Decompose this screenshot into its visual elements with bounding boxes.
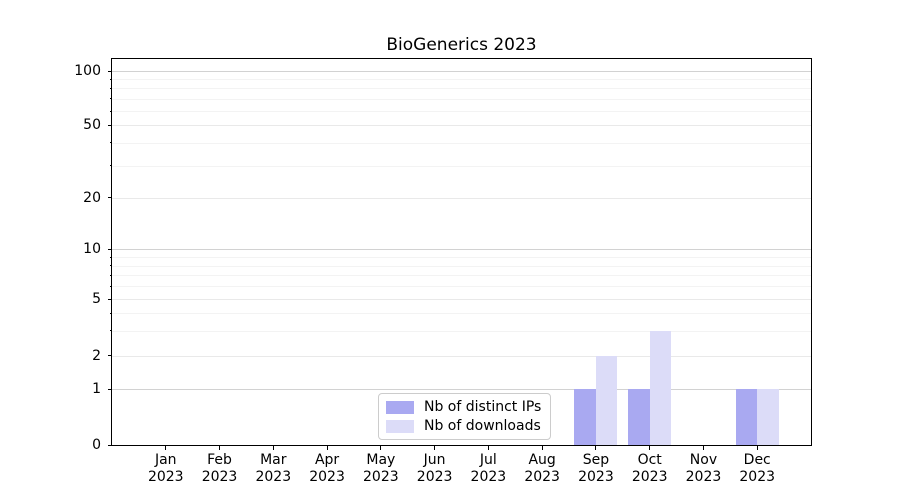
legend-entry-distinct-ips: Nb of distinct IPs	[386, 399, 541, 415]
y-tick-label-1: 1	[92, 381, 101, 398]
y-minor-tick-40	[109, 142, 112, 144]
gridline-y-8	[112, 265, 811, 267]
y-tick-label-50: 50	[83, 117, 101, 134]
y-tick-10	[108, 248, 112, 250]
bar-oct-distinct-ips	[628, 389, 650, 445]
chart-title: BioGenerics 2023	[386, 35, 537, 55]
bar-sep-distinct-ips	[574, 389, 596, 445]
gridline-y-100	[112, 71, 811, 72]
legend-swatch-icon	[386, 400, 414, 414]
gridline-y-3	[112, 330, 811, 332]
y-tick-label-5: 5	[92, 291, 101, 308]
x-tick-jul	[487, 446, 489, 450]
y-tick-label-10: 10	[83, 241, 101, 258]
y-tick-50	[108, 124, 112, 126]
bar-dec-downloads	[757, 389, 779, 445]
y-minor-tick-8	[109, 265, 112, 267]
y-tick-label-2: 2	[92, 347, 101, 364]
x-tick-label-jul: Jul 2023	[470, 452, 507, 485]
gridline-y-90	[112, 79, 811, 81]
y-minor-tick-3	[109, 330, 112, 332]
y-tick-100	[108, 70, 112, 72]
x-tick-mar	[272, 446, 274, 450]
gridline-y-9	[112, 257, 811, 259]
gridline-y-80	[112, 88, 811, 90]
x-tick-label-mar: Mar 2023	[255, 452, 292, 485]
x-tick-label-jan: Jan 2023	[147, 452, 184, 485]
legend-entry-downloads: Nb of downloads	[386, 418, 541, 434]
gridline-y-2	[112, 355, 811, 357]
y-minor-tick-7	[109, 274, 112, 276]
x-tick-oct	[649, 446, 651, 450]
legend-label: Nb of downloads	[424, 418, 541, 434]
y-minor-tick-60	[109, 110, 112, 112]
y-tick-5	[108, 298, 112, 300]
x-tick-label-dec: Dec 2023	[739, 452, 776, 485]
y-tick-0	[108, 444, 112, 446]
y-tick-label-100: 100	[74, 63, 101, 79]
y-tick-20	[108, 197, 112, 199]
y-minor-tick-80	[109, 87, 112, 89]
x-tick-feb	[219, 446, 221, 450]
x-tick-may	[380, 446, 382, 450]
y-minor-tick-90	[109, 78, 112, 80]
y-tick-2	[108, 355, 112, 357]
bar-sep-downloads	[595, 356, 618, 445]
y-tick-label-20: 20	[83, 189, 101, 206]
x-tick-aug	[541, 446, 543, 450]
x-tick-label-aug: Aug 2023	[524, 452, 560, 485]
y-minor-tick-9	[109, 256, 112, 258]
x-tick-label-feb: Feb 2023	[201, 452, 238, 485]
gridline-y-7	[112, 275, 811, 277]
gridline-y-60	[112, 111, 811, 113]
y-tick-label-0: 0	[92, 437, 101, 453]
x-tick-label-sep: Sep 2023	[578, 452, 614, 485]
x-tick-label-oct: Oct 2023	[631, 452, 668, 485]
gridline-y-4	[112, 313, 811, 315]
x-tick-label-may: May 2023	[363, 452, 399, 485]
gridline-y-30	[112, 165, 811, 167]
gridline-y-6	[112, 286, 811, 288]
y-minor-tick-4	[109, 312, 112, 314]
legend-label: Nb of distinct IPs	[424, 399, 542, 415]
x-tick-jun	[434, 446, 436, 450]
x-tick-nov	[702, 446, 704, 450]
gridline-y-40	[112, 142, 811, 144]
gridline-y-50	[112, 125, 811, 127]
gridline-y-20	[112, 197, 811, 199]
plot-area	[111, 58, 812, 446]
x-tick-apr	[326, 446, 328, 450]
legend-swatch-icon	[386, 419, 414, 433]
y-minor-tick-6	[109, 285, 112, 287]
x-tick-label-jun: Jun 2023	[416, 452, 453, 485]
x-tick-sep	[595, 446, 597, 450]
x-tick-dec	[756, 446, 758, 450]
bar-dec-distinct-ips	[735, 389, 758, 445]
y-minor-tick-30	[109, 165, 112, 167]
gridline-y-70	[112, 98, 811, 100]
axes-spines	[111, 58, 812, 446]
x-tick-label-apr: Apr 2023	[309, 452, 345, 485]
x-tick-label-nov: Nov 2023	[685, 452, 722, 485]
gridline-y-10	[112, 249, 811, 251]
y-tick-1	[108, 388, 112, 390]
legend: Nb of distinct IPs Nb of downloads	[378, 393, 552, 440]
x-tick-jan	[165, 446, 167, 450]
gridline-y-5	[112, 299, 811, 301]
y-minor-tick-70	[109, 98, 112, 100]
bar-oct-downloads	[649, 330, 672, 445]
gridline-y-1	[112, 389, 811, 391]
